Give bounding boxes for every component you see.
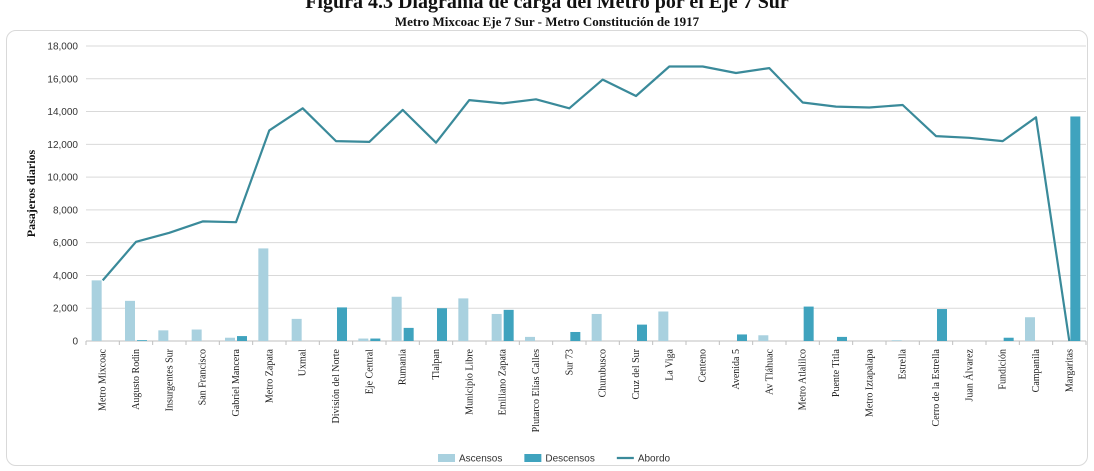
y-tick-label: 4,000	[53, 271, 78, 282]
y-tick-label: 8,000	[53, 205, 78, 216]
y-tick-label: 0	[72, 337, 78, 348]
bar-descensos	[837, 336, 847, 341]
bar-ascensos	[158, 330, 169, 341]
x-tick-label: Margaritas	[1064, 349, 1075, 392]
bar-ascensos	[891, 340, 902, 341]
y-tick-label: 10,000	[47, 173, 78, 184]
y-tick-label: 12,000	[47, 140, 78, 151]
bar-descensos	[737, 334, 747, 341]
bar-ascensos	[125, 300, 135, 341]
x-tick-label: Juan Álvarez	[963, 348, 975, 401]
x-tick-label: Sur 73	[564, 349, 575, 375]
x-tick-label: Eje Central	[364, 349, 375, 394]
legend-swatch	[438, 454, 455, 462]
bar-ascensos	[1025, 317, 1035, 341]
y-tick-label: 2,000	[53, 304, 78, 315]
bar-descensos	[1003, 337, 1014, 341]
x-tick-label: Churubusco	[598, 349, 609, 397]
x-tick-label: Rumania	[398, 348, 409, 385]
line-abordo	[101, 65, 1071, 342]
bar-descensos	[237, 336, 247, 341]
x-tick-label: Puente Titla	[831, 348, 842, 397]
bar-ascensos	[458, 298, 469, 341]
axes: 0 2,000 4,000 6,000 8,000 10,000 12,000 14,000 1…	[24, 42, 1087, 432]
bar-ascensos	[525, 336, 535, 341]
bar-ascensos	[591, 313, 602, 341]
x-tick-label: Metro Iztapalapa	[864, 348, 875, 417]
bars	[91, 116, 1081, 341]
x-tick-label: Avenida 5	[731, 349, 742, 390]
x-tick-label: Campanila	[1031, 348, 1042, 392]
x-tick-label: La Viga	[664, 348, 675, 380]
line-series	[101, 65, 1071, 342]
legend-label: Abordo	[638, 454, 671, 465]
bar-ascensos	[291, 318, 302, 341]
x-tick-label: Cerro de la Estrella	[931, 348, 942, 426]
bar-ascensos	[758, 335, 769, 341]
legend-label: Descensos	[545, 454, 594, 465]
bar-ascensos	[491, 313, 502, 341]
legend: Ascensos Descensos Abordo	[438, 454, 671, 465]
bar-ascensos	[225, 337, 235, 341]
y-tick-label: 6,000	[53, 238, 78, 249]
chart-frame	[6, 30, 1088, 466]
legend-label: Ascensos	[459, 454, 502, 465]
bar-ascensos	[191, 329, 202, 341]
x-tick-label: Plutarco Elías Calles	[531, 349, 542, 432]
bar-descensos	[637, 324, 647, 341]
x-tick-label: Tlalpan	[431, 349, 442, 380]
x-tick-label: Centeno	[698, 349, 709, 382]
bar-descensos	[503, 309, 514, 341]
y-axis-label: Pasajeros diarios	[24, 149, 38, 237]
bar-descensos	[937, 309, 947, 341]
x-tick-label: Augusto Rodin	[131, 349, 142, 410]
y-tick-label: 16,000	[47, 74, 78, 85]
bar-descensos	[137, 340, 147, 341]
bar-descensos	[803, 306, 814, 341]
bar-ascensos	[658, 311, 669, 341]
x-tick-label: Metro Atlalilco	[798, 349, 809, 410]
x-tick-label: Metro Mixcoac	[98, 348, 109, 410]
legend-swatch	[524, 454, 542, 462]
x-tick-label: San Francisco	[198, 349, 209, 405]
x-tick-label: Fundición	[998, 349, 1009, 390]
x-tick-label: Estrella	[898, 348, 909, 379]
bar-ascensos	[391, 296, 402, 341]
bar-descensos	[403, 327, 414, 341]
bar-descensos	[1070, 116, 1081, 341]
x-tick-label: División del Norte	[331, 348, 342, 423]
grid	[86, 45, 1086, 342]
x-tick-label: Uxmal	[298, 349, 309, 376]
x-tick-label: Metro Zapata	[264, 348, 275, 403]
bar-ascensos	[91, 280, 102, 341]
bar-ascensos	[358, 338, 369, 341]
x-tick-label: Municipio Libre	[464, 348, 475, 414]
x-tick-label: Gabriel Mancera	[231, 348, 242, 416]
bar-descensos	[437, 308, 447, 341]
chart-title: Metro Mixcoac Eje 7 Sur - Metro Constitu…	[394, 14, 700, 29]
figure-title: Figura 4.3 Diagrama de carga del Metro p…	[305, 0, 789, 13]
bar-descensos	[370, 338, 381, 341]
bar-ascensos	[258, 248, 269, 341]
x-tick-label: Cruz del Sur	[631, 348, 642, 399]
x-tick-label: Emiliano Zapata	[498, 348, 509, 415]
bar-descensos	[337, 307, 347, 341]
y-tick-label: 14,000	[47, 107, 78, 118]
x-tick-label: Insurgentes Sur	[164, 348, 175, 411]
bar-descensos	[570, 331, 581, 341]
y-tick-label: 18,000	[47, 42, 78, 53]
x-tick-label: Av Tláhuac	[764, 348, 775, 395]
